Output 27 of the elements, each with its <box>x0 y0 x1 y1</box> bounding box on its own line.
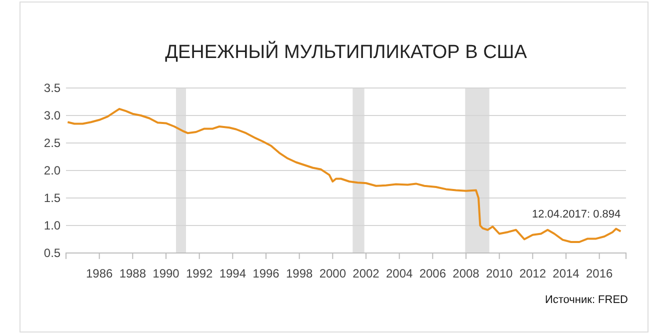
x-tick-label: 1988 <box>119 266 146 281</box>
y-tick-label: 0.5 <box>44 246 61 260</box>
x-tick-label: 2000 <box>319 266 346 281</box>
x-tick-label: 2006 <box>419 266 446 281</box>
x-tick-label: 2002 <box>352 266 380 281</box>
x-tick-label: 2014 <box>552 266 580 281</box>
x-tick-label: 1986 <box>86 266 114 281</box>
y-tick-label: 1.5 <box>44 190 61 205</box>
y-tick-label: 3.5 <box>44 80 61 95</box>
y-tick-label: 1.0 <box>44 218 61 232</box>
y-tick-label: 2.0 <box>44 163 61 178</box>
y-tick-label: 3.0 <box>44 108 61 122</box>
text: Источник: FRED <box>544 294 628 306</box>
x-tick-label: 2010 <box>486 266 514 281</box>
chart-title: ДЕНЕЖНЫЙ МУЛЬТИПЛИКАТОР В США <box>165 40 528 63</box>
x-tick-label: 1992 <box>186 266 214 281</box>
x-tick-label: 2016 <box>586 266 614 281</box>
x-tick-label: 1990 <box>152 266 180 281</box>
x-tick-label: 2004 <box>386 266 414 281</box>
x-tick-label: 1994 <box>219 266 246 281</box>
y-tick-label: 2.5 <box>44 136 61 150</box>
x-tick-label: 1998 <box>286 266 314 281</box>
line-series <box>66 108 622 243</box>
x-tick-label: 1996 <box>252 266 280 281</box>
annotation: 12.04.2017: 0.894 <box>532 208 621 220</box>
x-tick-label: 2008 <box>452 266 480 281</box>
x-tick-label: 2012 <box>519 266 546 281</box>
